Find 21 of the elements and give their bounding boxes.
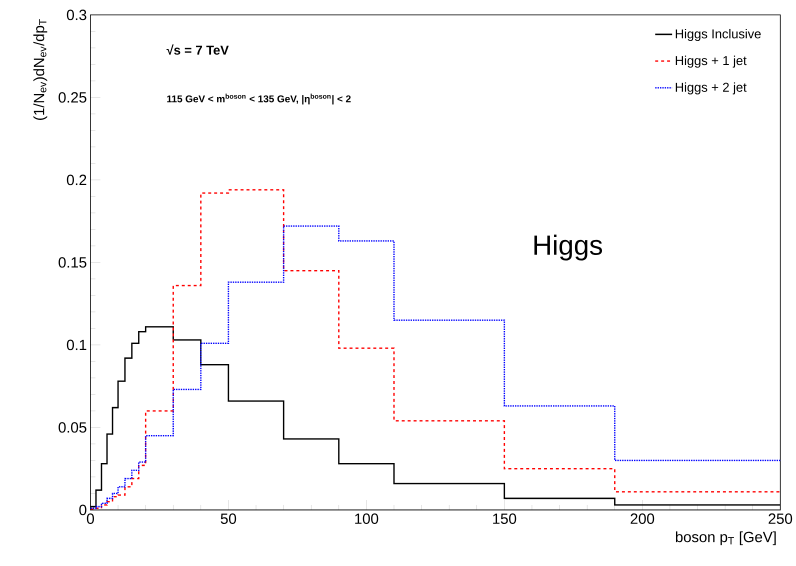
y-tick-label: 0.05 <box>58 422 86 433</box>
x-tick-label: 150 <box>493 514 516 524</box>
annotation: 115 GeV < m$^{boson}$ < 135 GeV, |η$^{boson}$| < 2 <box>167 94 351 105</box>
y-tick-label: 0.3 <box>66 10 86 20</box>
x-tick-label: 0 <box>86 514 94 524</box>
y-tick-label: 0.25 <box>58 92 86 103</box>
annotation: Higgs <box>534 234 602 261</box>
y-axis-title: (1/N$_{ev}$)dN$_{ev}$/dp$_{T}$ <box>33 19 48 120</box>
y-tick-label: 0 <box>79 504 86 516</box>
x-tick-label: 50 <box>220 514 236 524</box>
legend-label: Higgs + 2 jet <box>676 82 747 95</box>
legend-label: Higgs + 1 jet <box>676 56 747 68</box>
y-tick-label: 0.2 <box>66 174 86 186</box>
legend-label: Higgs Inclusive <box>676 29 761 42</box>
y-tick-label: 0.15 <box>58 257 86 268</box>
x-tick-label: 200 <box>630 514 654 524</box>
annotation: √s = 7 TeV <box>166 44 229 55</box>
x-axis-title: boson p$_{T}$ [GeV] <box>676 532 776 546</box>
x-tick-label: 250 <box>768 514 792 524</box>
x-tick-label: 100 <box>355 514 378 524</box>
y-tick-label: 0.1 <box>66 340 86 350</box>
